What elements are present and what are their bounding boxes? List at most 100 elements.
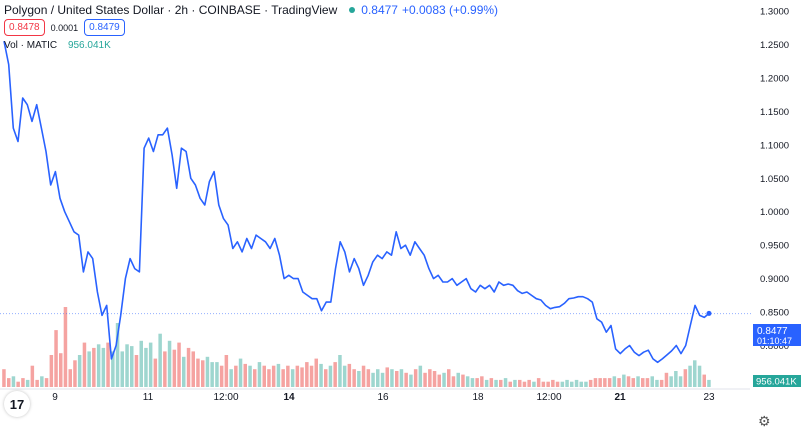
volume-bar: [636, 376, 640, 387]
volume-bar: [134, 355, 139, 387]
volume-bar: [92, 347, 96, 387]
volume-bars: [2, 307, 711, 387]
volume-bar: [641, 378, 645, 387]
volume-bar: [276, 363, 281, 387]
volume-bar: [612, 376, 617, 387]
x-tick-label: 14: [283, 392, 295, 403]
volume-bar: [96, 344, 101, 387]
volume-bar: [404, 372, 408, 387]
volume-bar: [111, 351, 115, 387]
volume-bar: [560, 381, 565, 387]
volume-bar: [508, 381, 512, 387]
volume-bar: [253, 369, 257, 387]
volume-bar: [16, 381, 20, 387]
volume-bar: [574, 379, 579, 387]
volume-bar: [371, 372, 375, 387]
volume-bar: [603, 378, 607, 387]
volume-bar: [248, 365, 252, 387]
volume-bar: [475, 378, 479, 387]
volume-bar: [366, 369, 371, 387]
y-tick-label: 1.3000: [760, 7, 789, 18]
market-status-icon: [349, 7, 356, 13]
volume-bar: [257, 362, 262, 387]
volume-bar: [319, 363, 323, 387]
volume-bar: [106, 342, 110, 387]
volume-bar: [21, 378, 25, 387]
volume-bar: [357, 371, 361, 387]
volume-bar: [527, 379, 531, 387]
volume-bar: [63, 307, 68, 387]
volume-bar: [191, 351, 195, 387]
volume-bar: [172, 349, 177, 387]
x-tick-label: 21: [614, 392, 626, 403]
volume-bar: [205, 356, 210, 387]
volume-bar: [361, 365, 366, 387]
volume-bar: [30, 365, 35, 387]
gear-icon[interactable]: ⚙: [758, 413, 771, 429]
volume-bar: [196, 358, 200, 387]
volume-bar: [513, 379, 517, 387]
tradingview-logo[interactable]: 17: [4, 391, 30, 417]
volume-bar: [631, 378, 635, 387]
volume-bar: [536, 378, 541, 387]
volume-bar: [229, 369, 233, 387]
volume-bar: [77, 355, 82, 387]
x-tick-label: 9: [52, 392, 58, 403]
volume-bar: [163, 351, 167, 387]
volume-bar: [234, 365, 238, 387]
volume-bar: [541, 381, 546, 387]
volume-bar: [309, 365, 314, 387]
volume-bar: [669, 376, 673, 387]
price-change: +0.0083 (+0.99%): [401, 3, 499, 17]
volume-bar: [418, 365, 423, 387]
volume-bar: [177, 342, 181, 387]
x-tick-label: 12:00: [213, 392, 238, 403]
volume-bar: [73, 360, 77, 387]
volume-bar: [707, 379, 711, 387]
volume-bar: [201, 360, 205, 387]
y-tick-label: 1.0000: [760, 207, 789, 218]
volume-bar: [532, 381, 536, 387]
volume-bar: [423, 372, 427, 387]
volume-bar: [182, 356, 186, 387]
volume-bar: [352, 369, 356, 387]
volume-bar: [622, 374, 626, 387]
spread-value: 0.0001: [50, 22, 79, 33]
volume-bar: [87, 351, 91, 387]
price-axis[interactable]: 1.3000 1.2500 1.2000 1.1500 1.1000 1.0500 1.00…: [760, 7, 789, 386]
volume-label[interactable]: Vol · MATIC: [4, 40, 58, 51]
volume-bar: [413, 369, 418, 387]
buy-button[interactable]: 0.8479: [84, 19, 125, 36]
volume-bar: [380, 372, 385, 387]
volume-bar: [494, 379, 498, 387]
x-tick-label: 16: [377, 392, 389, 403]
volume-bar: [678, 376, 683, 387]
bid-ask: 0.8478 0.0001 0.8479: [4, 19, 125, 36]
y-tick-label: 1.1000: [760, 140, 789, 151]
volume-bar: [570, 381, 574, 387]
volume-bar: [286, 365, 290, 387]
volume-bar: [44, 378, 49, 387]
volume-bar: [461, 374, 465, 387]
volume-bar: [2, 369, 6, 387]
volume-bar: [210, 362, 214, 387]
volume-tag: 956.041K: [753, 375, 801, 388]
volume-bar: [11, 376, 16, 387]
volume-bar: [376, 369, 380, 387]
volume-bar: [437, 374, 441, 387]
time-axis[interactable]: 9 11 12:00 14 16 18 12:00 21 23: [0, 388, 750, 403]
volume-bar: [59, 353, 63, 387]
sell-button[interactable]: 0.8478: [4, 19, 45, 36]
volume-bar: [465, 376, 470, 387]
volume-bar: [650, 376, 654, 387]
volume-bar: [40, 376, 44, 387]
volume-bar: [503, 378, 508, 387]
symbol-title[interactable]: Polygon / United States Dollar · 2h · CO…: [4, 3, 338, 17]
y-tick-label: 1.0500: [760, 174, 789, 185]
volume-bar: [130, 346, 134, 387]
volume-bar: [281, 369, 285, 387]
volume-bar: [385, 367, 389, 387]
volume-bar: [342, 365, 347, 387]
y-tick-label: 0.8500: [760, 308, 789, 319]
